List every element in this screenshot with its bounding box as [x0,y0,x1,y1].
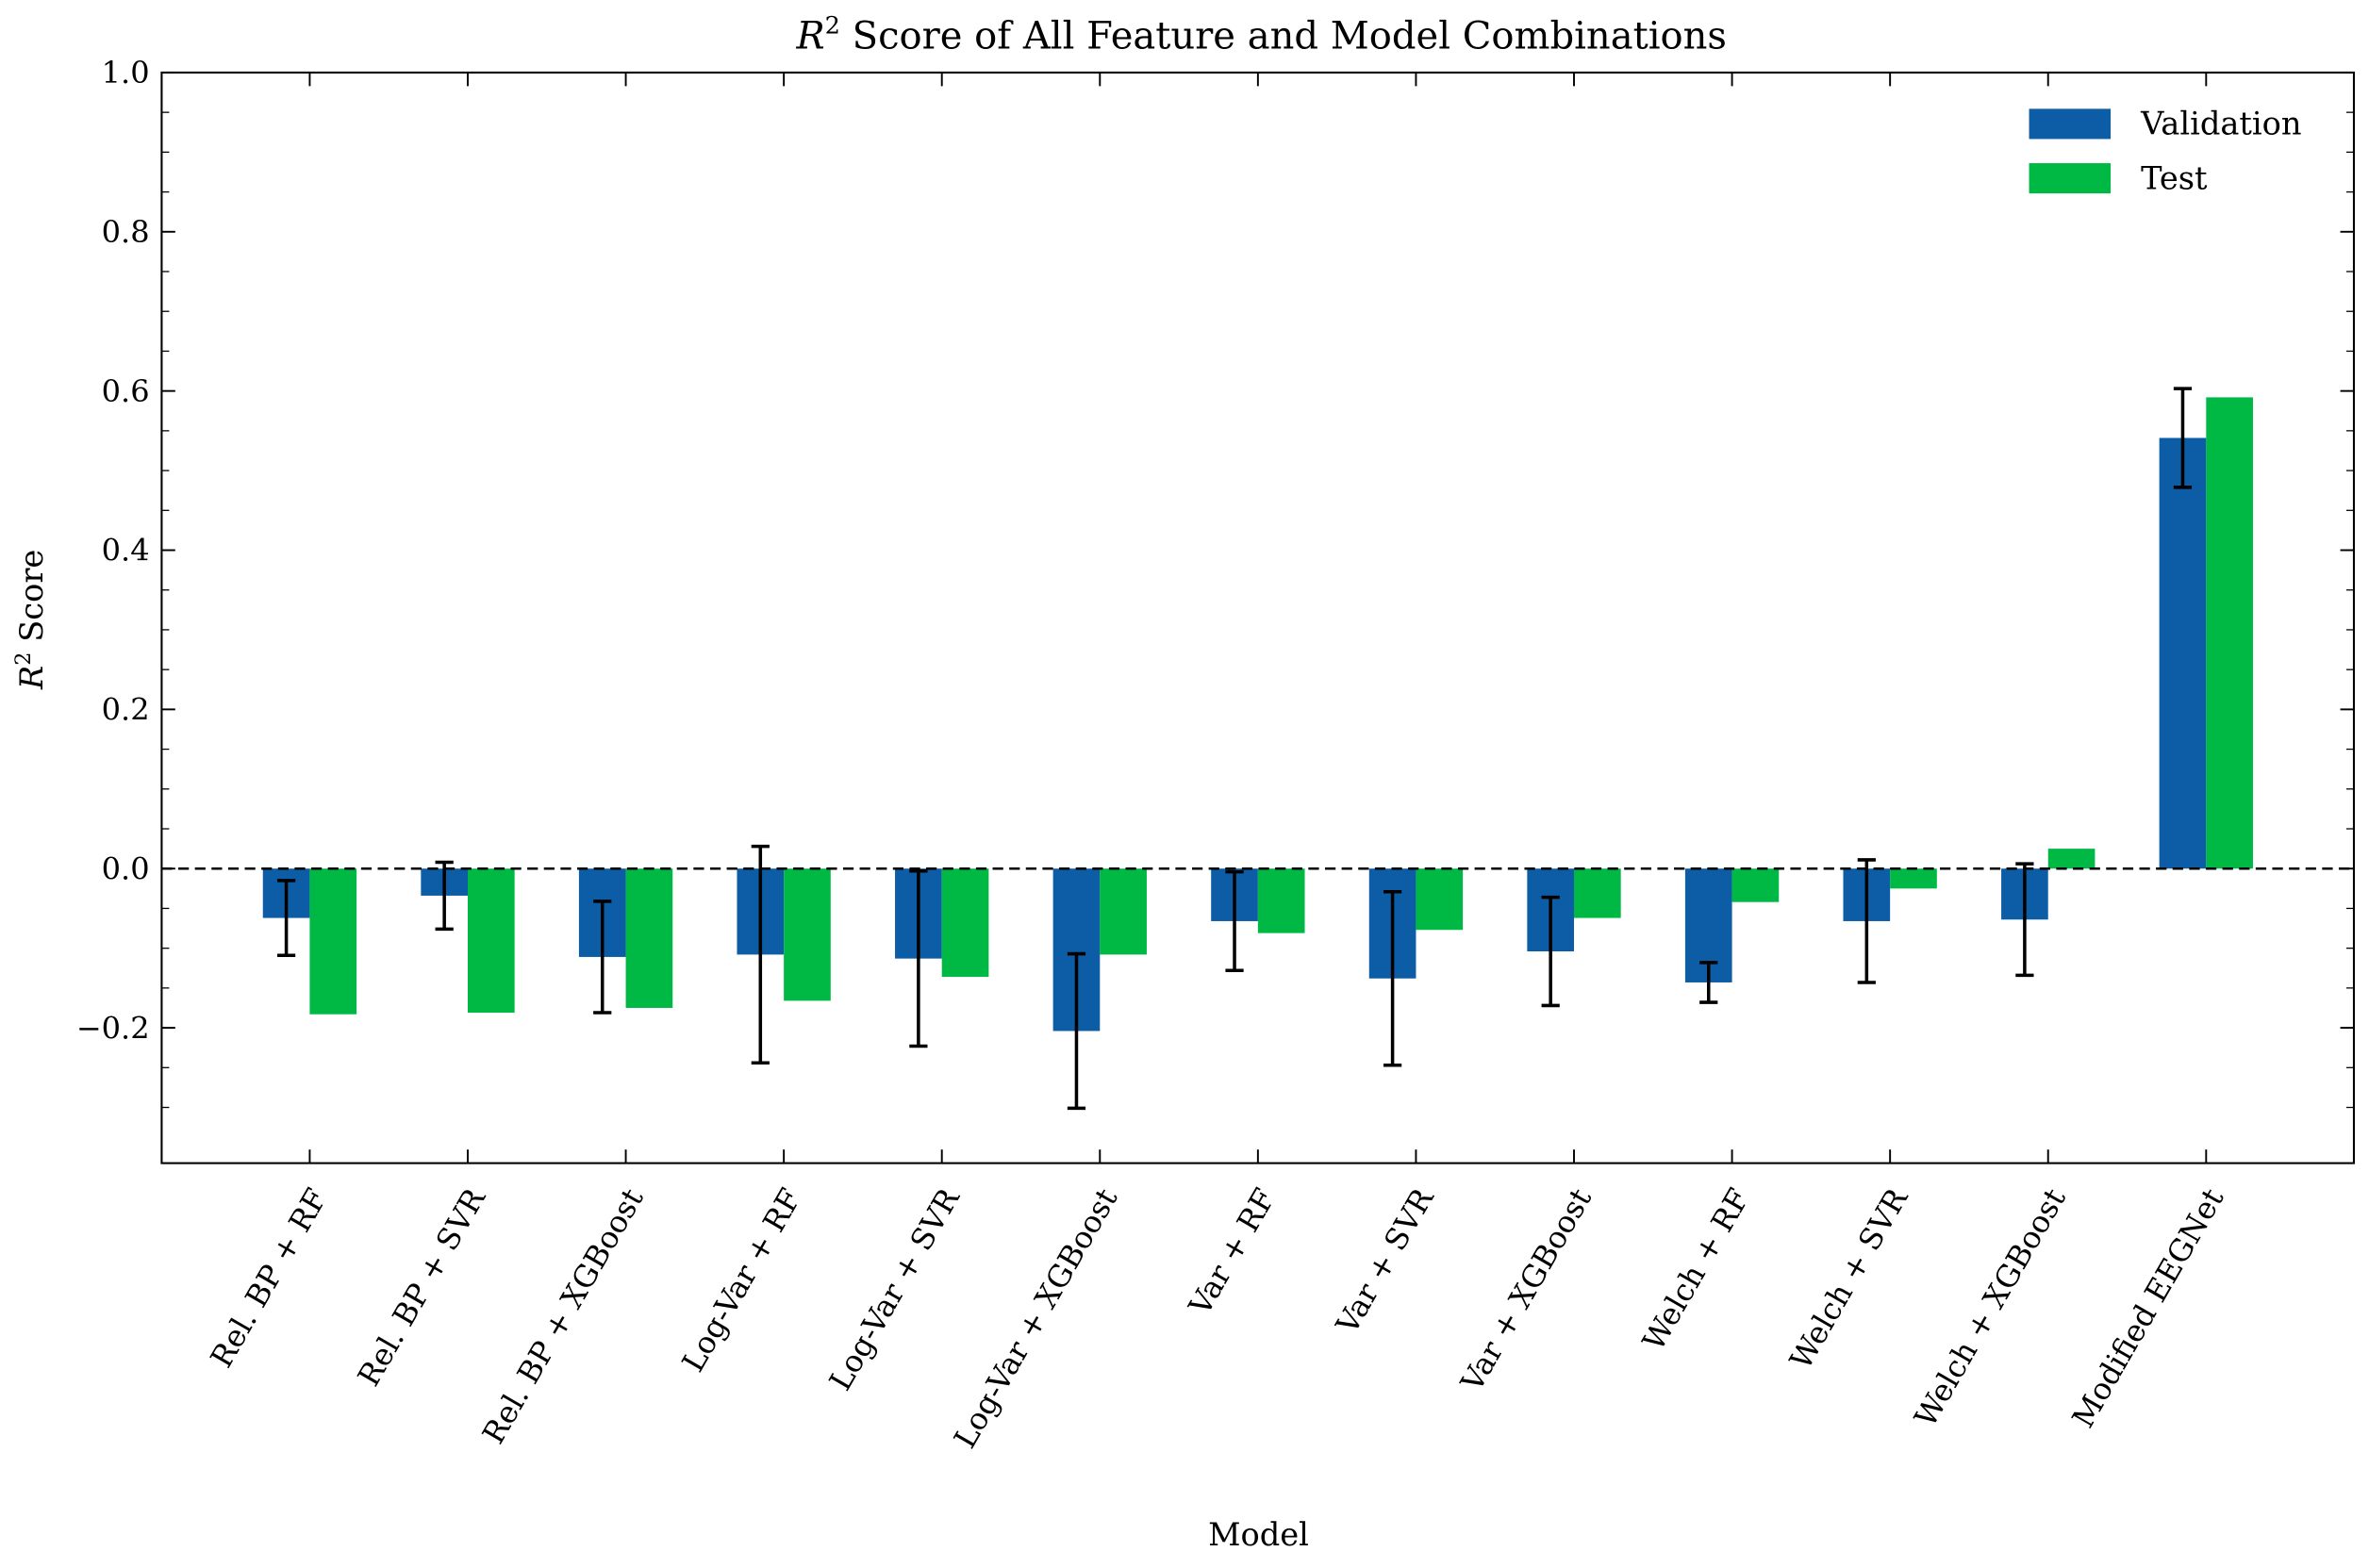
bar-test [1574,868,1621,918]
legend: Validation Test [2029,106,2302,196]
y-tick-label: 0.4 [102,533,150,569]
bar-test [941,868,989,978]
bar-test [784,868,831,1001]
x-tick-label: Var + SVR [1329,1181,1441,1341]
x-tick-label: Welch + XGBoost [1907,1182,2073,1433]
y-tick-label: 0.2 [102,692,150,728]
plot-frame [160,71,2356,1164]
x-tick-label: Rel. BP + SVR [351,1181,493,1392]
x-tick-label: Welch + RF [1635,1182,1757,1357]
bar-test [467,868,515,1014]
y-tick-label: 0.6 [102,373,150,409]
x-tick-label: Var + RF [1182,1182,1283,1322]
bar-validation [2159,437,2207,869]
y-tick-label: −0.2 [76,1010,150,1046]
bar-test [625,868,673,1008]
x-tick-label: Welch + SVR [1782,1181,1915,1376]
x-tick-label: Rel. BP + RF [203,1182,334,1374]
x-tick-label: Rel. BP + XGBoost [475,1182,651,1450]
bar-test [2047,849,2096,869]
x-tick-label: Log-Var + SVR [822,1181,968,1396]
x-tick-label: Var + XGBoost [1453,1182,1599,1398]
chart-title: R2 Score of All Feature and Model Combin… [795,11,1727,58]
y-tick-label: 0.8 [102,214,150,250]
legend-swatch-test [2029,163,2112,194]
legend-label-test: Test [2141,159,2208,196]
legend-label-validation: Validation [2140,106,2301,142]
bar-test [1890,868,1937,889]
x-tick-label: Log-Var + XGBoost [947,1182,1125,1455]
x-tick-label: Log-Var + RF [675,1182,809,1378]
x-tick-label: Modified EEGNet [2065,1182,2231,1434]
y-tick-label: 0.0 [102,850,150,886]
bar-test [1416,868,1464,931]
bar-test [1100,868,1147,955]
legend-swatch-validation [2029,108,2112,140]
y-tick-label: 1.0 [102,55,150,91]
bar-test [1731,868,1780,902]
bar-test [1257,868,1305,933]
bar-test [2206,397,2253,869]
y-axis-label: R2 Score [11,550,50,690]
x-axis-label: Model [1208,1516,1309,1553]
bar-test [309,868,357,1015]
